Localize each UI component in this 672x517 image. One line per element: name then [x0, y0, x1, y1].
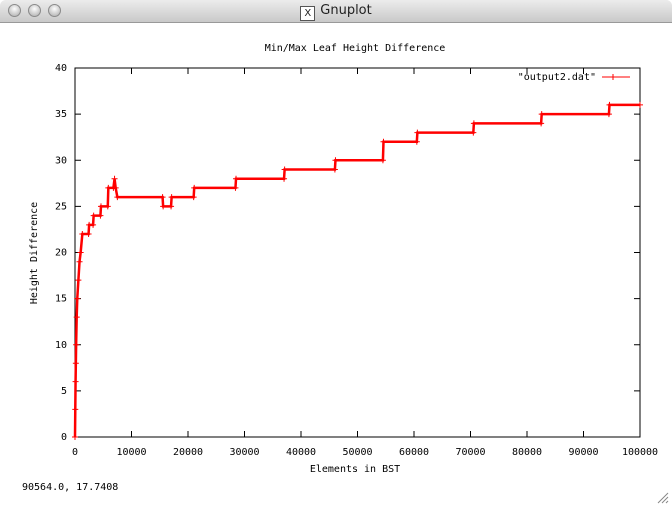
- data-point: [75, 277, 82, 284]
- data-point: [72, 378, 79, 385]
- data-point: [233, 175, 240, 182]
- data-point: [168, 203, 175, 210]
- data-point: [90, 212, 97, 219]
- data-point: [538, 111, 545, 118]
- data-point: [168, 194, 175, 201]
- data-point: [97, 212, 104, 219]
- data-point: [414, 129, 421, 136]
- chart-title: Min/Max Leaf Height Difference: [265, 43, 446, 54]
- x-tick-label: 70000: [455, 447, 485, 458]
- data-point: [605, 111, 612, 118]
- data-point: [232, 184, 239, 191]
- data-point: [73, 314, 80, 321]
- x-tick-label: 50000: [342, 447, 372, 458]
- resize-grip[interactable]: [657, 492, 669, 504]
- data-point: [413, 138, 420, 145]
- data-point: [281, 175, 288, 182]
- data-point: [72, 406, 79, 413]
- data-point: [90, 221, 97, 228]
- data-point: [74, 295, 81, 302]
- x-tick-label: 100000: [622, 447, 658, 458]
- x-tick-label: 0: [72, 447, 78, 458]
- y-tick-label: 35: [55, 109, 67, 120]
- plot-border: [74, 67, 641, 438]
- y-axis-label: Height Difference: [29, 202, 40, 304]
- data-point: [76, 258, 83, 265]
- close-button[interactable]: [8, 4, 21, 17]
- y-tick-label: 25: [55, 201, 67, 212]
- y-tick-label: 20: [55, 248, 67, 259]
- y-tick-label: 0: [61, 432, 67, 443]
- data-point: [77, 249, 84, 256]
- y-tick-label: 15: [55, 294, 67, 305]
- data-point: [104, 203, 111, 210]
- data-point: [97, 203, 104, 210]
- data-point: [85, 231, 92, 238]
- y-tick-label: 10: [55, 340, 67, 351]
- data-point: [72, 434, 78, 440]
- data-point: [379, 157, 386, 164]
- data-point: [637, 101, 643, 108]
- x-tick-label: 60000: [399, 447, 429, 458]
- x-tick-label: 90000: [568, 447, 598, 458]
- x-tick-label: 40000: [286, 447, 316, 458]
- data-point: [331, 166, 338, 173]
- data-point: [79, 231, 86, 238]
- x-tick-label: 10000: [116, 447, 146, 458]
- data-point: [72, 360, 79, 367]
- window-title-text: Gnuplot: [320, 3, 372, 18]
- data-point: [606, 101, 613, 108]
- data-point: [191, 184, 198, 191]
- data-point: [332, 157, 339, 164]
- x-axis-label: Elements in BST: [310, 464, 400, 475]
- plot-canvas: Min/Max Leaf Height Difference Elements …: [0, 23, 672, 517]
- data-point: [470, 120, 477, 127]
- legend-label: "output2.dat": [518, 72, 596, 83]
- status-text: 90564.0, 17.7408: [22, 482, 118, 493]
- data-point: [470, 129, 477, 136]
- data-point: [160, 203, 167, 210]
- y-tick-label: 5: [61, 386, 67, 397]
- title-bar: X Gnuplot: [0, 0, 672, 23]
- data-point: [105, 184, 112, 191]
- data-point: [281, 166, 288, 173]
- window-title: X Gnuplot: [0, 3, 672, 21]
- y-tick-label: 30: [55, 155, 67, 166]
- minimize-button[interactable]: [28, 4, 41, 17]
- data-point: [111, 175, 118, 182]
- data-point: [73, 341, 80, 348]
- data-point: [112, 184, 119, 191]
- data-point: [114, 194, 121, 201]
- data-point: [190, 194, 197, 201]
- data-point: [538, 120, 545, 127]
- y-tick-label: 40: [55, 63, 67, 74]
- x-tick-label: 20000: [173, 447, 203, 458]
- x-tick-label: 30000: [229, 447, 259, 458]
- data-point: [380, 138, 387, 145]
- data-point: [159, 194, 166, 201]
- zoom-button[interactable]: [48, 4, 61, 17]
- x-tick-label: 80000: [512, 447, 542, 458]
- data-line: [73, 103, 640, 438]
